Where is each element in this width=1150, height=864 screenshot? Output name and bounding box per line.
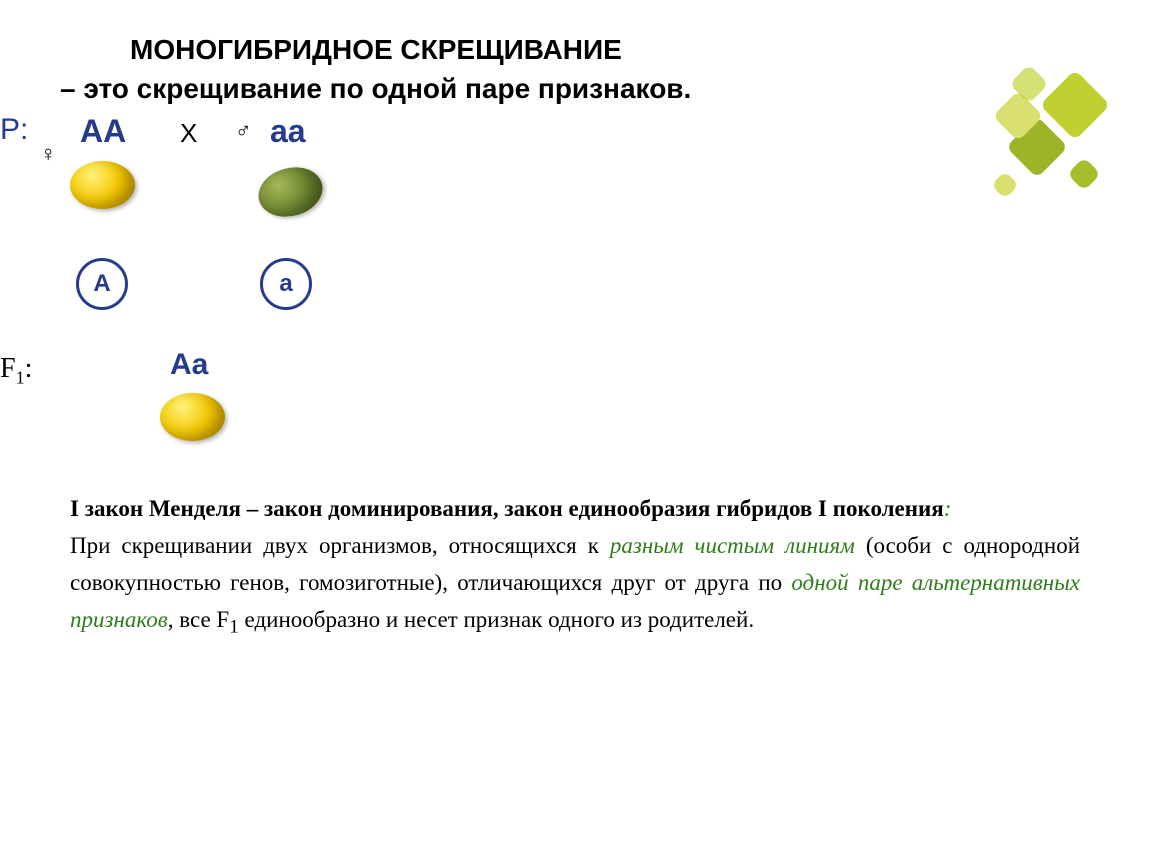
f1-row-label: F1: [0,353,32,389]
parent-row-label: P: [0,113,28,147]
parent1-seed-yellow [70,161,135,209]
title-line2: – это скрещивание по одной паре признако… [60,73,691,104]
cross-symbol: X [180,118,197,149]
law-title: I закон Менделя – закон доминирования, з… [70,496,944,521]
law-description: I закон Менделя – закон доминирования, з… [0,491,1150,643]
genetics-diagram: P: ♀ AA X ♂ aa A a F1: Aa [0,108,1150,468]
gamete-a: a [260,258,312,310]
parent2-seed-green [253,161,328,224]
f1-seed-yellow [160,393,225,441]
para-text: При скрещивании двух организмов, относящ… [70,533,610,558]
parent2-genotype: aa [270,113,306,150]
female-symbol: ♀ [40,141,57,167]
male-symbol: ♂ [235,118,252,144]
green-phrase1: разным чистым линиям [610,533,855,558]
f1-genotype: Aa [170,348,208,382]
parent1-genotype: AA [80,113,126,150]
title-line1: МОНОГИБРИДНОЕ СКРЕЩИВАНИЕ [130,34,622,65]
gamete-A: A [76,258,128,310]
